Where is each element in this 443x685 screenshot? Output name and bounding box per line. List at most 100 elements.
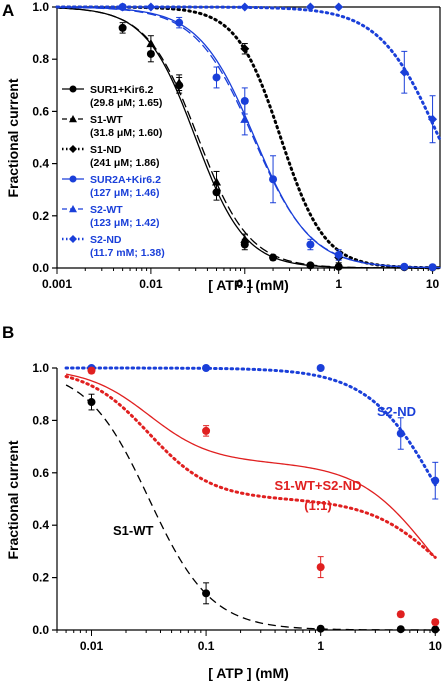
a-data-point — [212, 73, 221, 82]
a-data-point — [240, 114, 250, 123]
a-x-tick-label: 0.01 — [139, 277, 163, 291]
a-data-point — [240, 2, 250, 12]
legend-entry-name: SUR2A+Kir6.2 — [90, 174, 161, 186]
b-x-tick-label: 0.01 — [80, 639, 104, 653]
legend-entry-params: (29.8 μM; 1.65) — [90, 97, 162, 109]
legend-entry-params: (127 μM; 1.46) — [90, 187, 159, 199]
panel-b-x-axis-title: [ ATP ] (mM) — [208, 665, 289, 681]
panel-a: A Fractional current [ ATP ] (mM) 0.0 0.2… — [2, 0, 442, 293]
a-data-point — [118, 23, 127, 32]
b-y-tick-label: 0.4 — [32, 518, 49, 532]
annotation-s2-nd: S2-ND — [377, 404, 416, 419]
b-data-point — [396, 610, 405, 619]
a-x-tick-label: 1 — [335, 277, 342, 291]
panel-b-axes: 0.0 0.2 0.4 0.6 0.8 1.0 0.01 0.1 1 10 — [32, 361, 442, 653]
annotation-ratio: (1:1) — [304, 498, 331, 513]
a-y-tick-label: 0.2 — [32, 209, 49, 223]
a-fit-curve — [56, 6, 441, 269]
b-data-point — [431, 625, 440, 634]
a-data-point — [174, 78, 184, 87]
panel-a-data-points — [118, 2, 438, 272]
a-data-point — [118, 2, 128, 12]
a-data-point — [305, 2, 315, 12]
legend-entry-params: (241 μM; 1.86) — [90, 157, 159, 169]
panel-b: B Fractional current [ ATP ] (mM) 0.0 0.2… — [2, 323, 442, 681]
b-data-point — [431, 476, 440, 485]
b-data-point — [431, 618, 440, 627]
b-y-tick-label: 0.2 — [32, 571, 49, 585]
b-data-point — [396, 625, 405, 634]
a-data-point — [240, 44, 250, 54]
a-y-tick-label: 0.4 — [32, 157, 49, 171]
a-data-point — [400, 262, 409, 271]
legend-entry-name: SUR1+Kir6.2 — [90, 84, 153, 96]
a-data-point — [269, 175, 278, 184]
b-x-tick-label: 0.1 — [198, 639, 215, 653]
annotation-s1-wt-s2-nd: S1-WT+S2-ND — [274, 478, 361, 493]
a-data-point — [240, 234, 250, 243]
b-data-point — [202, 364, 211, 372]
b-x-tick-label: 1 — [317, 639, 324, 653]
b-data-point — [87, 398, 96, 407]
b-data-point — [316, 563, 325, 572]
b-data-point — [202, 426, 211, 435]
panel-a-x-axis-title: [ ATP ] (mM) — [208, 277, 289, 293]
a-data-point — [334, 250, 343, 259]
a-y-tick-label: 0.6 — [32, 104, 49, 118]
b-data-point — [396, 429, 405, 438]
a-x-tick-label: 0.1 — [236, 277, 253, 291]
a-data-point — [146, 2, 156, 12]
panel-b-label: B — [2, 323, 14, 342]
legend-entry-params: (31.8 μM; 1.60) — [90, 127, 162, 139]
legend-marker — [69, 205, 77, 213]
a-y-tick-label: 0.0 — [32, 261, 49, 275]
b-y-tick-label: 0.0 — [32, 623, 49, 637]
legend-entry-name: S1-ND — [90, 144, 122, 156]
a-fit-curve — [56, 7, 441, 269]
b-fit-curve-s1-wt — [65, 384, 436, 631]
a-x-tick-label: 0.001 — [42, 277, 72, 291]
annotation-s1-wt: S1-WT — [113, 523, 154, 538]
a-data-point — [334, 2, 344, 12]
a-data-point — [428, 263, 437, 272]
a-data-point — [212, 177, 222, 186]
panel-b-annotations: S2-ND S1-WT+S2-ND (1:1) S1-WT — [113, 404, 416, 538]
legend-entry-params: (11.7 mM; 1.38) — [90, 247, 165, 259]
a-data-point — [399, 67, 409, 77]
b-y-tick-label: 1.0 — [32, 361, 49, 375]
b-data-point — [202, 589, 211, 598]
panel-a-label: A — [2, 1, 14, 20]
panel-b-fit-curves — [64, 366, 437, 631]
panel-a-y-axis-title: Fractional current — [5, 78, 21, 197]
legend-entry-name: S2-WT — [90, 204, 123, 216]
b-model-curve-solid — [65, 373, 436, 559]
a-x-tick-label: 10 — [426, 277, 440, 291]
panel-a-legend: SUR1+Kir6.2(29.8 μM; 1.65) S1-WT(31.8 μM;… — [62, 84, 165, 259]
a-data-point — [306, 261, 315, 270]
legend-entry-name: S1-WT — [90, 114, 123, 126]
a-data-point — [146, 49, 155, 58]
a-data-point — [334, 262, 343, 271]
legend-entry-params: (123 μM; 1.42) — [90, 217, 159, 229]
a-data-point — [269, 253, 278, 262]
legend-marker — [69, 85, 77, 93]
legend-entry-name: S2-ND — [90, 234, 122, 246]
legend-marker — [69, 115, 77, 123]
a-y-tick-label: 0.8 — [32, 52, 49, 66]
a-data-point — [428, 114, 438, 124]
b-y-tick-label: 0.8 — [32, 413, 49, 427]
b-model-curve-dotted — [64, 375, 437, 559]
b-data-point — [316, 364, 325, 372]
b-fit-curve-s2-nd — [64, 366, 437, 487]
b-y-tick-label: 0.6 — [32, 466, 49, 480]
a-data-point — [306, 240, 315, 249]
legend-marker — [69, 145, 77, 153]
panel-b-data-points — [87, 364, 440, 634]
b-x-tick-label: 10 — [429, 639, 443, 653]
b-data-point — [316, 624, 325, 633]
a-data-point — [146, 39, 156, 48]
b-data-point — [87, 366, 96, 375]
legend-marker — [69, 235, 77, 243]
a-data-point — [175, 18, 184, 27]
